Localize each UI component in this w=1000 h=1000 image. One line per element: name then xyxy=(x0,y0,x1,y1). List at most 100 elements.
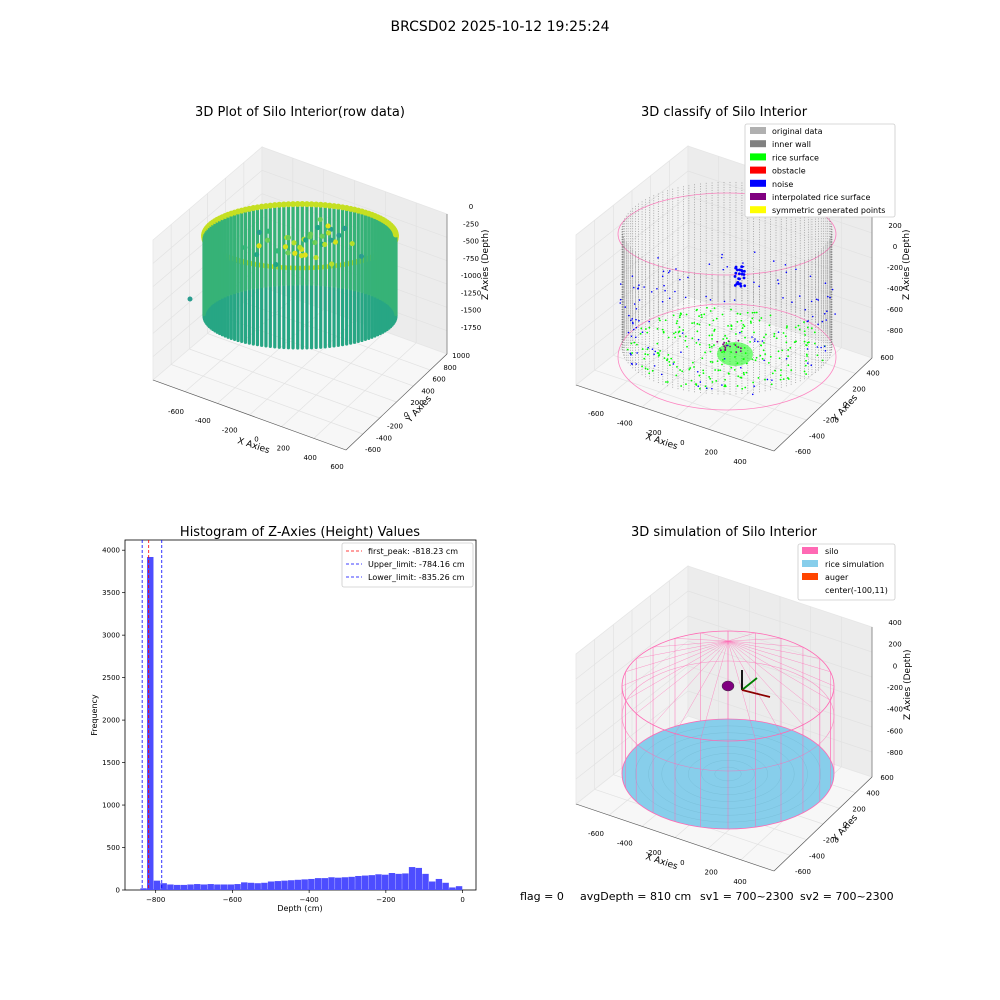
classify-rice-surface-point xyxy=(723,385,726,388)
classify-rice-surface-point xyxy=(777,350,780,353)
simulation-legend-label: silo xyxy=(825,547,839,556)
classify-rice-surface-point xyxy=(686,345,688,348)
classify-rice-surface-point xyxy=(646,368,649,371)
raw-data-point xyxy=(290,201,297,208)
classify-noise-point xyxy=(777,279,779,281)
simulation-xlabel: X Axies xyxy=(644,852,679,872)
raw-data-inner-point xyxy=(325,230,332,236)
classify-rice-surface-point xyxy=(679,335,681,338)
classify-rice-surface-point xyxy=(797,324,800,327)
classify-legend-label: interpolated rice surface xyxy=(772,193,870,202)
histogram-bar xyxy=(415,867,422,890)
classify-rice-surface-point xyxy=(743,325,746,328)
raw-data-inner-point xyxy=(307,231,314,237)
classify-rice-surface-point xyxy=(674,336,676,339)
classify-noise-point xyxy=(825,319,828,321)
histogram-bar xyxy=(234,884,241,890)
classify-legend-label: original data xyxy=(772,127,823,136)
classify-interpolated-point xyxy=(723,341,726,344)
histogram-bar xyxy=(449,887,456,890)
classify-rice-surface-point xyxy=(741,387,744,390)
classify-rice-surface-point xyxy=(658,317,661,320)
simulation-y-tick: 600 xyxy=(880,774,893,782)
classify-rice-surface-point xyxy=(657,354,660,357)
classify-noise-point xyxy=(807,320,810,322)
classify-rice-surface-point xyxy=(778,357,781,360)
classify-noise-point xyxy=(753,251,756,253)
histogram-bar xyxy=(167,884,174,890)
simulation-silo-roof-line xyxy=(727,640,831,673)
classify-interpolated-point xyxy=(725,344,728,347)
y-axis-line xyxy=(773,357,873,452)
classify-noise-point xyxy=(674,290,676,293)
classify-rice-surface-point xyxy=(744,386,747,389)
classify-rice-surface-point xyxy=(641,365,643,368)
classify-interpolated-point xyxy=(739,347,742,349)
raw-data-inner-point xyxy=(317,216,323,223)
classify-rice-surface-point xyxy=(681,370,684,373)
classify-rice-surface-point xyxy=(673,361,675,364)
simulation-y-tick: 200 xyxy=(852,805,865,813)
classify-rice-surface-point xyxy=(639,332,642,335)
classify-noise-point xyxy=(742,265,745,268)
simulation-x-tick: -400 xyxy=(617,840,633,848)
classify-noise-point xyxy=(720,256,723,259)
histogram-y-tick-label: 1500 xyxy=(102,759,120,767)
classify-interpolated-point xyxy=(739,350,742,353)
simulation-silo-roof-line xyxy=(727,640,782,734)
classify-interpolated-point xyxy=(735,351,738,354)
classify-rice-surface-point xyxy=(795,340,797,343)
classify-rice-surface-point xyxy=(696,308,698,311)
classify-noise-point xyxy=(820,346,822,349)
raw-data-x-tick: -400 xyxy=(195,417,211,425)
raw-data-inner-point xyxy=(242,244,248,251)
classify-rice-surface-point xyxy=(648,326,651,329)
classify-rice-surface-point xyxy=(775,337,778,340)
simulation-silo-roof-line xyxy=(653,640,729,648)
histogram-x-tick-label: −200 xyxy=(376,896,395,904)
classify-noise-point xyxy=(771,379,773,381)
classify-noise-point xyxy=(627,331,630,334)
classify-rice-surface-point xyxy=(656,327,659,330)
simulation-silo-roof-line xyxy=(636,640,729,659)
classify-noise-point xyxy=(834,313,836,315)
classify-legend: original data inner wall rice surface obsta… xyxy=(744,123,896,218)
simulation-silo-roof-line xyxy=(625,640,729,673)
histogram-bar xyxy=(140,888,147,890)
histogram-y-tick-label: 2000 xyxy=(102,717,120,725)
classify-noise-point xyxy=(661,300,664,303)
classify-noise-point xyxy=(631,318,634,320)
classify-rice-surface-point xyxy=(711,338,713,340)
simulation-ylabel: Y Axies xyxy=(830,813,860,845)
raw-data-x-tick: 400 xyxy=(303,454,316,462)
histogram-bar xyxy=(200,884,208,890)
histogram-xlabel: Depth (cm) xyxy=(277,904,322,913)
classify-rice-surface-point xyxy=(750,322,752,324)
classify-noise-point xyxy=(739,331,741,334)
simulation-panel: 3D simulation of Silo Interior -600 -400 -… xyxy=(575,525,913,886)
classify-rice-surface-point xyxy=(696,322,699,325)
classify-noise-point xyxy=(662,270,665,273)
classify-rice-surface-point xyxy=(709,377,712,380)
classify-noise-point xyxy=(634,336,637,339)
histogram-bar xyxy=(355,875,362,890)
histogram-y-tick-label: 2500 xyxy=(102,674,120,682)
raw-data-inner-point xyxy=(285,235,292,241)
classify-noise-point xyxy=(651,348,654,351)
classify-x-tick: 400 xyxy=(733,458,746,466)
classify-interpolated-point xyxy=(734,344,737,347)
classify-rice-surface-point xyxy=(698,315,700,317)
classify-rice-surface-point xyxy=(749,320,752,323)
classify-rice-surface-point xyxy=(736,320,739,323)
histogram-x-tick-label: −400 xyxy=(300,896,319,904)
classify-rice-surface-point xyxy=(693,322,696,324)
classify-rice-surface-point xyxy=(646,353,649,356)
classify-noise-point xyxy=(723,357,726,360)
raw-data-inner-point xyxy=(332,239,338,245)
classify-noise-cluster-point xyxy=(739,282,742,286)
classify-rice-surface-point xyxy=(715,317,718,320)
classify-noise-point xyxy=(624,306,627,308)
raw-data-inner-point xyxy=(264,237,271,243)
classify-rice-surface-point xyxy=(816,354,819,357)
